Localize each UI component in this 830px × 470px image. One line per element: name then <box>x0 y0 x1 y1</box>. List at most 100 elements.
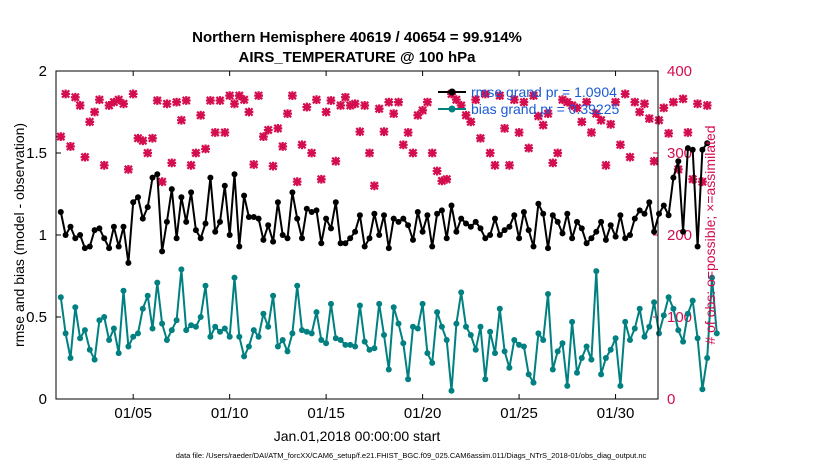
obs-assimilated-marker <box>669 97 678 107</box>
obs-assimilated-marker <box>123 165 133 174</box>
rmse-point <box>453 228 460 235</box>
obs-assimilated-marker <box>524 143 534 153</box>
rmse-point <box>188 189 195 196</box>
rmse-point <box>569 235 576 242</box>
bias-point <box>496 305 503 312</box>
rmse-point <box>554 218 561 225</box>
bias-point <box>578 355 585 361</box>
bias-point <box>583 343 590 350</box>
bias-point <box>400 340 407 347</box>
obs-assimilated-marker <box>104 101 114 110</box>
bias-point <box>183 327 190 334</box>
obs-assimilated-marker <box>85 117 95 127</box>
rmse-point <box>135 194 141 201</box>
bias-point <box>337 337 344 343</box>
rmse-point <box>511 212 518 219</box>
bias-point <box>434 309 441 316</box>
obs-assimilated-marker <box>403 128 413 137</box>
bias-point <box>694 335 701 342</box>
bias-point <box>342 341 349 348</box>
bias-point <box>636 305 643 312</box>
rmse-point <box>106 245 113 252</box>
obs-assimilated-marker <box>61 89 71 99</box>
rmse-point <box>506 223 513 230</box>
rmse-point <box>689 146 696 153</box>
rmse-point <box>477 225 484 232</box>
rmse-point <box>376 232 383 238</box>
bias-point <box>535 330 542 337</box>
bias-point <box>328 300 334 307</box>
obs-assimilated-marker <box>533 111 543 121</box>
obs-assimilated-marker <box>230 99 239 109</box>
bias-point <box>299 327 305 334</box>
bias-point <box>376 300 383 307</box>
bias-point <box>482 376 489 383</box>
bias-point <box>245 343 252 350</box>
rmse-point <box>636 207 643 214</box>
rmse-point <box>294 215 301 222</box>
obs-assimilated-marker <box>437 176 447 186</box>
rmse-point <box>540 210 547 217</box>
rmse-point <box>149 174 156 181</box>
bias-point <box>149 325 156 332</box>
rmse-point <box>694 243 701 250</box>
obs-assimilated-marker <box>442 174 452 184</box>
bias-point <box>260 310 267 317</box>
rmse-point <box>192 227 199 234</box>
obs-assimilated-marker <box>162 99 172 109</box>
rmse-point <box>627 232 633 238</box>
rmse-point <box>593 228 600 235</box>
obs-assimilated-marker <box>596 115 606 125</box>
rmse-point <box>487 232 494 238</box>
obs-assimilated-marker <box>644 114 654 123</box>
rmse-point <box>588 235 595 242</box>
bias-point <box>217 328 223 335</box>
bias-point <box>607 346 614 353</box>
rmse-point <box>646 199 653 206</box>
obs-assimilated-marker <box>341 92 350 102</box>
rmse-point <box>631 215 638 222</box>
rmse-point <box>168 186 175 193</box>
bias-point <box>429 359 436 366</box>
obs-assimilated-marker <box>432 166 442 176</box>
rmse-point <box>641 210 648 217</box>
obs-assimilated-marker <box>495 91 505 100</box>
rmse-point <box>197 235 204 242</box>
rmse-point <box>656 210 662 217</box>
obs-assimilated-marker <box>471 95 481 105</box>
rmse-point <box>159 248 166 255</box>
bias-point <box>699 386 706 393</box>
rmse-point <box>443 235 450 242</box>
obs-assimilated-marker <box>697 177 707 187</box>
bias-point <box>91 356 98 363</box>
bias-point <box>598 371 605 378</box>
obs-assimilated-marker <box>210 128 220 137</box>
obs-assimilated-marker <box>548 158 558 168</box>
bias-point <box>651 299 658 306</box>
rmse-point <box>424 212 431 219</box>
plot-area: 01/05 01/10 01/15 01/20 01/25 01/3000.511.520… <box>26 63 720 422</box>
rmse-point <box>86 243 93 250</box>
rmse-point <box>81 245 88 252</box>
bias-point <box>540 337 547 343</box>
obs-assimilated-marker <box>427 148 437 158</box>
obs-assimilated-marker <box>138 136 148 146</box>
y-axis-label-left: rmse and bias (model - observation) <box>11 123 27 347</box>
bias-point <box>352 343 359 350</box>
rmse-point <box>564 210 571 217</box>
obs-assimilated-marker <box>558 95 567 105</box>
bias-point <box>212 323 219 330</box>
obs-assimilated-marker <box>186 160 196 170</box>
obs-assimilated-marker <box>196 110 206 120</box>
obs-assimilated-marker <box>374 104 384 114</box>
bias-point <box>588 356 595 363</box>
bias-point <box>709 274 715 281</box>
obs-assimilated-marker <box>519 97 529 107</box>
obs-assimilated-marker <box>331 156 341 166</box>
obs-assimilated-marker <box>181 96 191 105</box>
rmse-point <box>284 235 291 242</box>
x-tick-label: 01/15 <box>307 405 345 422</box>
obs-assimilated-marker <box>423 97 432 107</box>
rmse-point <box>173 235 180 242</box>
bias-point <box>660 312 667 319</box>
